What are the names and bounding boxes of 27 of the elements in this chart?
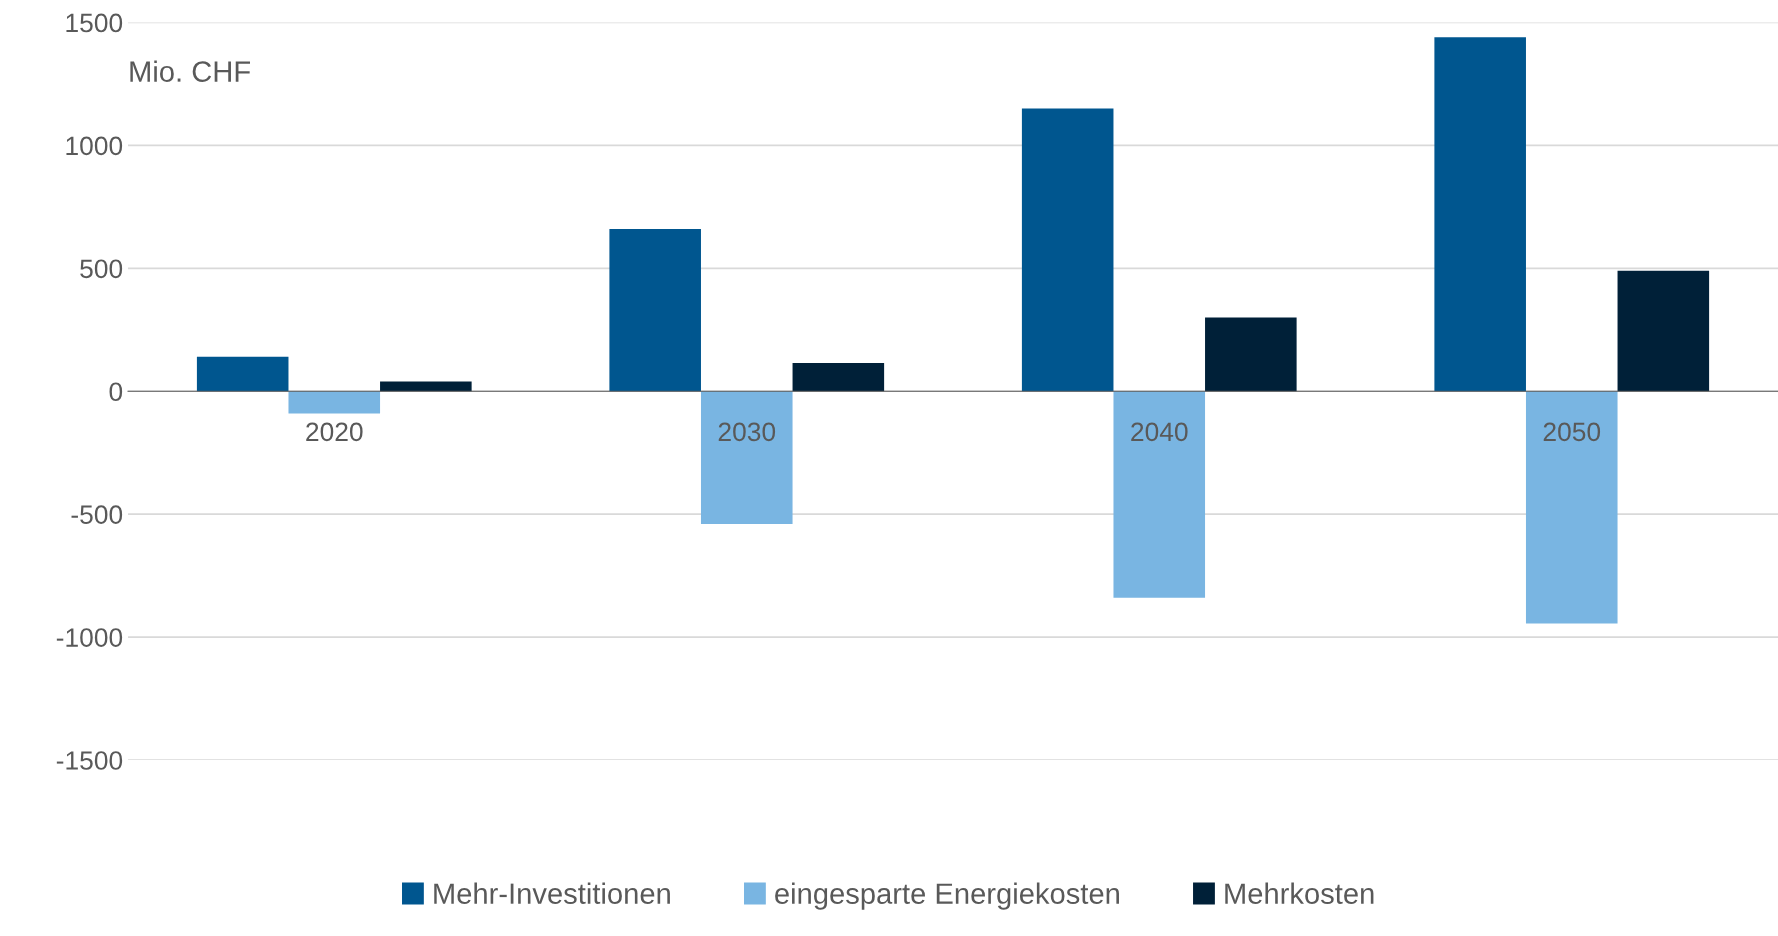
y-tick-label: -1000 [56, 628, 123, 647]
bar [792, 362, 885, 392]
y-tick-label: -500 [71, 505, 123, 524]
legend-label: eingesparte Energiekosten [775, 882, 1119, 910]
bar [700, 391, 793, 525]
bar [1434, 37, 1526, 392]
legend-label: Mehrkosten [1225, 882, 1374, 904]
bar [1021, 108, 1114, 392]
y-tick-label: 500 [80, 259, 123, 279]
y-tick-label: 1000 [66, 136, 123, 156]
y-tick-label: -1500 [56, 751, 123, 770]
x-tick-label: 2030 [718, 422, 776, 442]
bar [1113, 391, 1206, 598]
bar [196, 356, 289, 392]
legend-label: Mehr-Investitionen [434, 882, 670, 904]
bar [288, 391, 381, 414]
bar [1525, 391, 1618, 624]
x-tick-label: 2050 [1543, 422, 1601, 442]
x-tick-label: 2040 [1131, 422, 1188, 442]
y-tick-label: 1500 [66, 13, 123, 33]
y-tick-label: 0 [109, 382, 123, 402]
bar [1617, 270, 1710, 392]
bar [1205, 317, 1297, 392]
bar [380, 381, 472, 392]
bar [609, 228, 701, 392]
x-tick-label: 2020 [306, 422, 363, 442]
y-axis-title: Mio. CHF [130, 60, 250, 82]
